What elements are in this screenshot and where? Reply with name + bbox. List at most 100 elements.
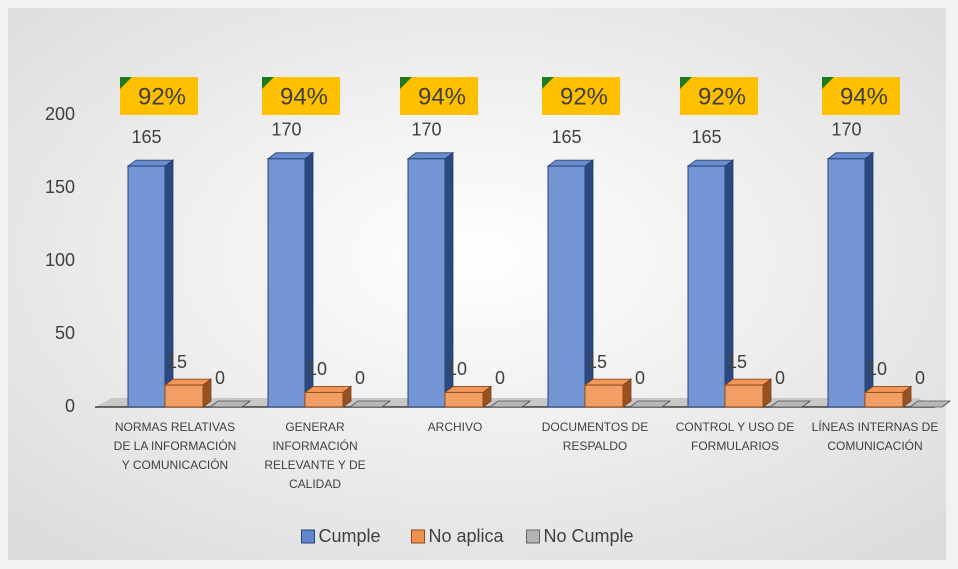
bar [208, 400, 252, 408]
bar-top [768, 400, 812, 408]
bar-front [864, 391, 904, 408]
data-label: 0 [495, 368, 505, 388]
x-tick-label: LÍNEAS INTERNAS DE COMUNICACIÓN [811, 420, 939, 453]
annotation-flag [680, 77, 692, 89]
annotation-box [822, 77, 900, 115]
y-tick-label: 200 [45, 104, 75, 124]
annotation-box [542, 77, 620, 115]
bar-front [444, 391, 484, 408]
bar-top [443, 385, 493, 393]
bar-top [686, 159, 735, 167]
annotation-box [120, 77, 198, 115]
bar [686, 159, 735, 408]
bar-top [723, 378, 773, 386]
legend-label: Cumple [319, 526, 381, 546]
bar [126, 159, 175, 408]
bar-top [163, 378, 213, 386]
annotation: 92% [698, 83, 746, 110]
bar-top [266, 152, 315, 160]
annotation-flag [822, 77, 834, 89]
data-label: 15 [167, 352, 187, 372]
bar [863, 385, 913, 408]
y-tick-label: 50 [55, 323, 75, 343]
bar-top [583, 378, 633, 386]
data-label: 165 [691, 127, 721, 147]
data-label: 10 [867, 359, 887, 379]
bar [908, 400, 952, 408]
bar-front [584, 384, 624, 408]
bar [406, 152, 455, 408]
x-tick-label: GENERAR INFORMACIÓN RELEVANTE Y DE CALID… [264, 420, 366, 491]
y-tick-label: 100 [45, 250, 75, 270]
bar-top [908, 400, 952, 408]
legend-label: No aplica [429, 526, 505, 546]
bar-top [208, 400, 252, 408]
bar [768, 400, 812, 408]
bar-top [406, 152, 455, 160]
bar-front [127, 165, 166, 408]
bar-top [628, 400, 672, 408]
data-label: 170 [831, 120, 861, 140]
annotation-box [262, 77, 340, 115]
annotation-flag [262, 77, 274, 89]
data-label: 165 [551, 127, 581, 147]
bar-front [407, 158, 446, 408]
bar-top [126, 159, 175, 167]
data-label: 0 [635, 368, 645, 388]
bar [348, 400, 392, 408]
annotation-flag [542, 77, 554, 89]
bar [488, 400, 532, 408]
bar-front [724, 384, 764, 408]
bar [826, 152, 875, 408]
bar-top [488, 400, 532, 408]
bar [303, 385, 353, 408]
data-label: 0 [775, 368, 785, 388]
x-tick-label: NORMAS RELATIVAS DE LA INFORMACIÓN Y COM… [113, 420, 237, 472]
x-tick-label: DOCUMENTOS DE RESPALDO [541, 420, 649, 453]
annotation: 94% [280, 83, 328, 110]
annotation: 94% [418, 83, 466, 110]
legend-swatch [411, 529, 425, 544]
legend-swatch [301, 529, 315, 544]
bar-front [687, 165, 726, 408]
annotation: 94% [840, 83, 888, 110]
data-label: 170 [411, 120, 441, 140]
bar [546, 159, 595, 408]
data-label: 15 [727, 352, 747, 372]
bar-top [826, 152, 875, 160]
annotation-box [680, 77, 758, 115]
bar [266, 152, 315, 408]
annotation: 92% [138, 83, 186, 110]
annotation-flag [120, 77, 132, 89]
bar-top [546, 159, 595, 167]
data-label: 0 [355, 368, 365, 388]
bar-front [547, 165, 586, 408]
data-label: 0 [915, 368, 925, 388]
bar-top [348, 400, 392, 408]
y-tick-label: 150 [45, 177, 75, 197]
x-tick-label: CONTROL Y USO DE FORMULARIOS [675, 420, 795, 453]
legend-label: No Cumple [544, 526, 634, 546]
bar [163, 378, 213, 408]
x-tick-label: ARCHIVO [427, 420, 483, 434]
data-label: 0 [215, 368, 225, 388]
y-tick-label: 0 [65, 396, 75, 416]
annotation: 92% [560, 83, 608, 110]
bar-front [827, 158, 866, 408]
bar [723, 378, 773, 408]
bar-top [863, 385, 913, 393]
annotation-box [400, 77, 478, 115]
annotation-flag [400, 77, 412, 89]
bar [628, 400, 672, 408]
bar-front [304, 391, 344, 408]
bar [583, 378, 633, 408]
bar-top [303, 385, 353, 393]
data-label: 10 [447, 359, 467, 379]
data-label: 170 [271, 120, 301, 140]
bar-front [164, 384, 204, 408]
data-label: 15 [587, 352, 607, 372]
data-label: 10 [307, 359, 327, 379]
legend-swatch [526, 529, 540, 544]
